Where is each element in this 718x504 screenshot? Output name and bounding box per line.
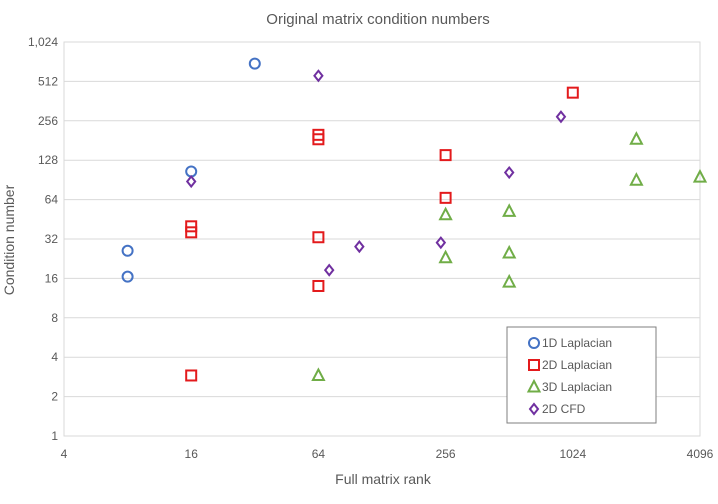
legend-marker [526,378,542,393]
data-point [438,249,453,264]
y-tick-label: 256 [38,114,58,128]
data-points [121,57,708,382]
data-point [555,110,567,124]
legend-marker [528,337,540,349]
data-point [438,206,453,221]
data-point [121,244,134,257]
y-tick-label: 512 [38,74,58,88]
data-point [248,57,261,70]
y-axis-title: Condition number [1,184,17,295]
data-point [692,168,708,183]
legend-label: 2D CFD [542,402,586,416]
data-point [354,239,365,254]
data-point [566,86,579,99]
legend-label: 3D Laplacian [542,380,612,394]
y-tick-label: 1 [51,429,58,443]
data-point [312,279,325,292]
data-point [503,165,515,180]
legend-item: 1D Laplacian [528,336,612,350]
legend: 1D Laplacian 2D Laplacian 3D Laplacian 2D C… [506,326,657,424]
legend-label: 2D Laplacian [542,358,612,372]
data-point [121,270,134,283]
legend-marker [528,402,540,416]
y-tick-label: 2 [51,390,58,404]
y-axis-ticks: 1 2 4 8 16 32 64 128 256 512 1,024 [28,35,58,443]
x-tick-label: 256 [436,447,456,461]
data-point [439,149,452,162]
data-point [185,226,198,239]
data-point [502,203,517,217]
x-tick-label: 64 [312,447,326,461]
data-point [312,133,325,146]
y-tick-label: 1,024 [28,35,58,49]
y-tick-label: 32 [45,232,59,246]
data-point [502,273,517,288]
series-3d-laplacian [311,131,708,381]
x-tick-label: 4 [61,447,68,461]
data-point [439,191,452,204]
x-axis-ticks: 4 16 64 256 1024 4096 [61,447,714,461]
legend-item: 2D CFD [528,402,586,416]
series-2d-laplacian [185,86,579,382]
y-tick-label: 64 [45,193,59,207]
x-tick-label: 4096 [687,447,714,461]
data-point [312,231,325,244]
series-2d-cfd [185,69,567,277]
data-point [629,131,644,145]
data-point [311,367,326,381]
y-tick-label: 128 [38,153,58,167]
x-axis-title: Full matrix rank [335,471,432,487]
legend-label: 1D Laplacian [542,336,612,350]
x-tick-label: 1024 [559,447,586,461]
legend-item: 2D Laplacian [528,358,612,372]
legend-item: 3D Laplacian [526,378,612,394]
y-tick-label: 16 [45,271,59,285]
data-point [502,244,517,259]
data-point [629,172,644,186]
y-tick-label: 8 [51,311,58,325]
chart-title: Original matrix condition numbers [266,11,489,28]
data-point [185,174,197,189]
legend-marker [528,359,540,371]
data-point [185,369,198,382]
data-point [323,263,335,277]
plot-area [63,41,701,437]
data-point [435,236,447,250]
y-tick-label: 4 [51,350,58,364]
x-tick-label: 16 [185,447,199,461]
data-point [313,69,324,83]
